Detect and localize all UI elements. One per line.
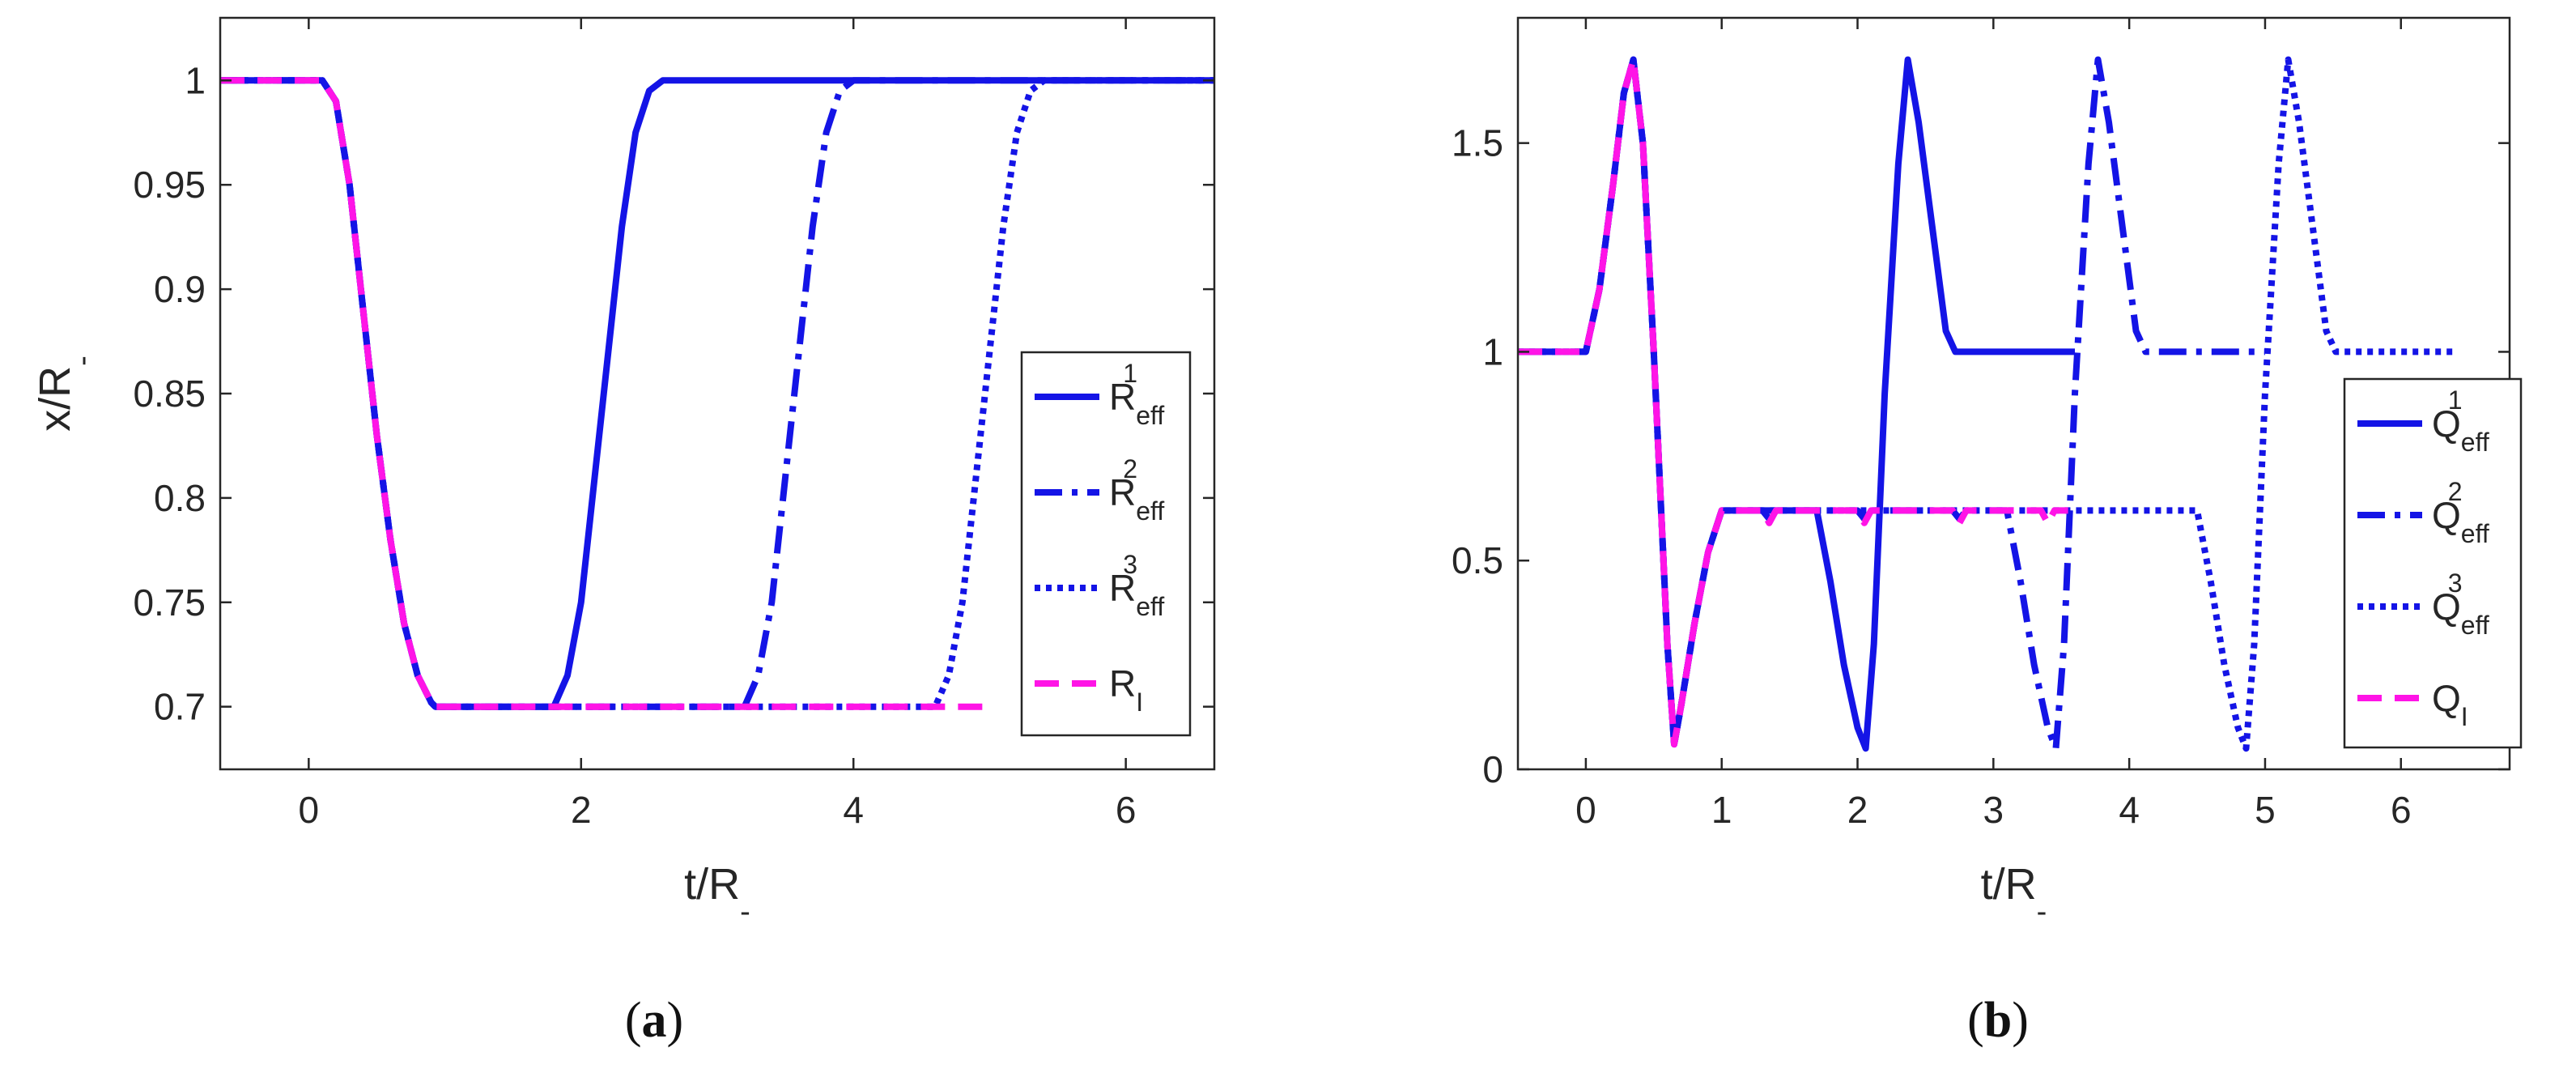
y-tick-label: 1 [185, 59, 206, 101]
legend-label: Qeff2 [2432, 477, 2489, 548]
x-tick-label: 0 [1575, 789, 1596, 831]
y-tick-label: 0 [1482, 748, 1503, 790]
legend-label: QI [2432, 677, 2468, 731]
legend-label: Qeff3 [2432, 568, 2489, 640]
y-tick-label: 0.9 [154, 268, 206, 310]
x-tick-label: 0 [299, 789, 320, 831]
x-tick-label: 3 [1983, 789, 2004, 831]
y-tick-label: 0.95 [133, 164, 206, 206]
legend-label: Reff3 [1109, 550, 1164, 621]
x-axis-title: t/R- [684, 860, 750, 929]
y-tick-label: 1.5 [1452, 122, 1503, 164]
legend-label: RI [1109, 662, 1143, 717]
series-line-dashed [1518, 56, 2068, 748]
panel-caption-a: (a) [625, 993, 683, 1048]
panel-caption-b: (b) [1967, 993, 2029, 1048]
x-tick-label: 6 [2391, 789, 2412, 831]
x-axis-title: t/R- [1981, 860, 2047, 929]
panel-b: 0 1 2 3 4 5 6 0 0.5 1 1.5 t/R- Qeff1 Qeff2 Qeff3 QI [1452, 16, 2523, 929]
legend: Reff1 Reff2 Reff3 RI [1020, 351, 1192, 737]
y-tick-label: 0.7 [154, 686, 206, 728]
series-line-dashdot [220, 77, 1214, 710]
legend-label: Reff2 [1109, 454, 1164, 526]
y-tick-label: 1 [1482, 330, 1503, 373]
series-line-dotted [220, 77, 1214, 710]
legend-box [1020, 351, 1192, 737]
x-tick-label: 5 [2255, 789, 2276, 831]
y-tick-label: 0.85 [133, 373, 206, 415]
legend: Qeff1 Qeff2 Qeff3 QI [2343, 377, 2523, 749]
legend-label: Reff1 [1109, 359, 1164, 430]
legend-label: Qeff1 [2432, 385, 2489, 457]
x-tick-label: 1 [1711, 789, 1732, 831]
y-tick-label: 0.75 [133, 581, 206, 624]
y-tick-label: 0.8 [154, 477, 206, 519]
series-group [220, 77, 1214, 710]
y-tick-label: 0.5 [1452, 539, 1503, 581]
y-axis-title: x/R- [31, 356, 100, 432]
legend-box [2343, 377, 2523, 749]
x-tick-label: 2 [571, 789, 592, 831]
x-tick-label: 4 [843, 789, 864, 831]
series-group [1518, 56, 2455, 752]
x-tick-label: 6 [1116, 789, 1137, 831]
panel-a: 0 2 4 60.70.750.80.850.90.951t/R-x/R-Reff1R… [31, 16, 1216, 929]
x-tick-label: 4 [2119, 789, 2140, 831]
x-tick-label: 2 [1847, 789, 1868, 831]
series-line-dashed [220, 77, 983, 710]
